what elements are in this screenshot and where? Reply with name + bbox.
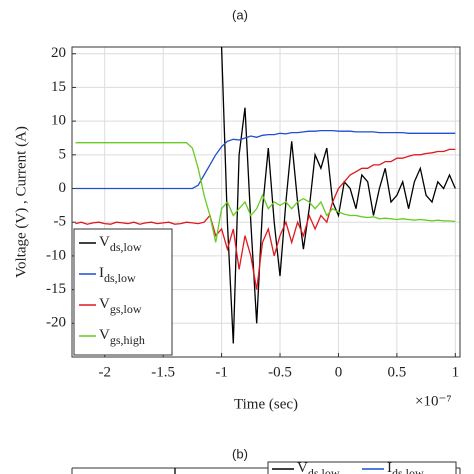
y-tick-label: 10 xyxy=(51,113,66,129)
chart-title: (a) xyxy=(232,7,248,22)
x-tick-label: -1 xyxy=(215,364,228,380)
y-axis-label: Voltage (V) , Current (A) xyxy=(13,126,29,278)
y-tick-label: 20 xyxy=(51,45,66,61)
x-tick-label: -1.5 xyxy=(151,364,175,380)
series-line xyxy=(75,148,456,290)
x-tick-label: -0.5 xyxy=(268,364,292,380)
y-tick-label: 0 xyxy=(59,180,67,196)
legend-label: Ids,low xyxy=(387,460,424,474)
series-line xyxy=(75,142,456,243)
plot-frame xyxy=(71,46,461,358)
series-line xyxy=(220,47,456,344)
x-tick-label: -2 xyxy=(98,364,111,380)
y-tick-label: 5 xyxy=(59,146,67,162)
legend-label: Vds,low xyxy=(297,460,340,474)
legend-box xyxy=(73,228,173,356)
x-exponent: ×10⁻⁷ xyxy=(415,393,452,409)
y-tick-label: -10 xyxy=(46,247,66,263)
legend-label: Ids,low xyxy=(99,265,136,284)
legend-label: Vds,low xyxy=(99,234,142,253)
y-tick-label: 15 xyxy=(51,79,66,95)
legend-label: Vgs,high xyxy=(99,327,145,346)
x-axis-label: Time (sec) xyxy=(234,396,298,412)
y-tick-label: -20 xyxy=(46,315,66,331)
x-tick-label: 0.5 xyxy=(388,364,407,380)
y-tick-label: -15 xyxy=(46,281,66,297)
x-tick-label: 0 xyxy=(335,364,343,380)
y-tick-label: -5 xyxy=(54,214,67,230)
panel-b-label: (b) xyxy=(232,446,248,461)
legend-label: Vgs,low xyxy=(99,296,142,315)
x-tick-label: 1 xyxy=(452,364,460,380)
series-line xyxy=(75,129,456,190)
panel-b-legend-box xyxy=(267,461,457,474)
